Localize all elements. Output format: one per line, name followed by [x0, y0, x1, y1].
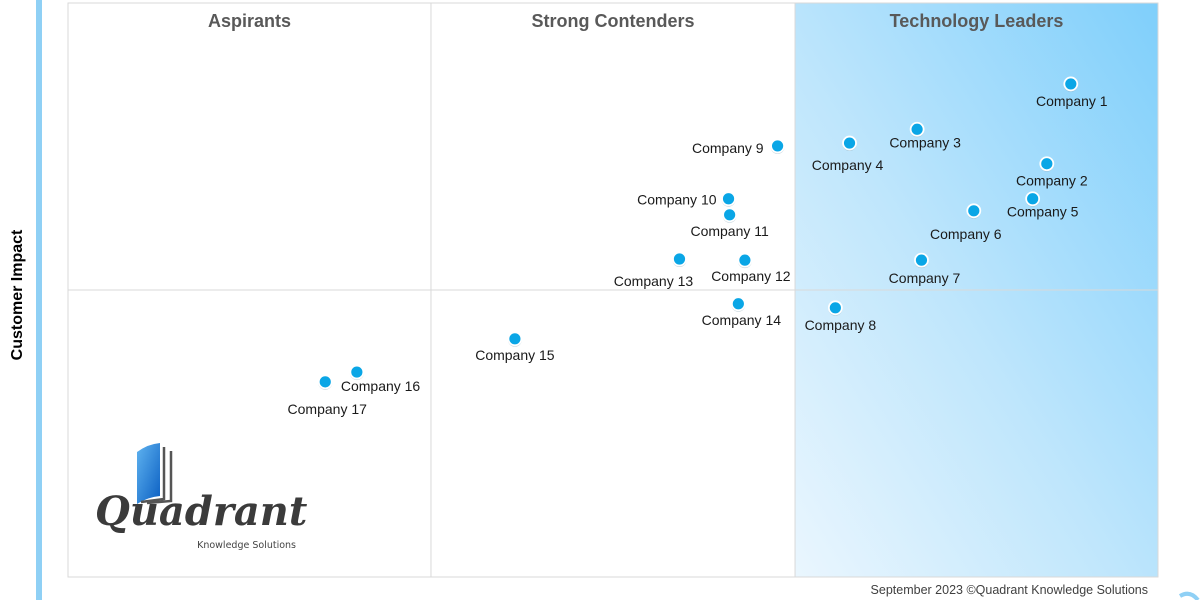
data-point-label: Company 10: [637, 192, 717, 208]
data-point: [914, 252, 929, 268]
footer-copyright: September 2023 ©Quadrant Knowledge Solut…: [871, 583, 1148, 597]
data-point: [672, 251, 687, 267]
data-point: [1039, 156, 1055, 172]
quadrant-logo: Quadrant Knowledge Solutions: [95, 443, 308, 551]
quadrant-title: Technology Leaders: [890, 11, 1064, 31]
book-logo-icon: [137, 443, 160, 504]
plot-area: Aspirants Strong Contenders Technology Lea…: [67, 2, 1159, 578]
quadrant-title: Strong Contenders: [531, 11, 694, 31]
data-point-label: Company 14: [702, 312, 782, 328]
data-point-label: Company 15: [475, 347, 555, 363]
data-point: [507, 331, 523, 347]
data-point: [349, 364, 365, 380]
data-point-label: Company 8: [805, 317, 877, 333]
decorative-arc: [1178, 591, 1200, 600]
data-point: [909, 121, 925, 137]
data-point-label: Company 3: [889, 134, 961, 150]
data-point: [730, 296, 746, 312]
logo-wordmark: Quadrant: [95, 488, 308, 535]
data-point-label: Company 7: [889, 270, 961, 286]
data-point-label: Company 13: [614, 273, 694, 289]
data-point: [317, 374, 333, 390]
left-accent-bar: [36, 0, 42, 600]
data-point: [722, 207, 738, 223]
data-point-label: Company 9: [692, 140, 764, 156]
data-point-label: Company 16: [341, 378, 421, 394]
data-point-label: Company 1: [1036, 93, 1108, 109]
data-point: [1025, 191, 1041, 207]
quadrant-title: Aspirants: [208, 11, 291, 31]
data-point: [842, 135, 857, 151]
data-point: [966, 203, 982, 219]
data-point-label: Company 5: [1007, 204, 1079, 220]
data-point-label: Company 2: [1016, 173, 1088, 189]
data-point: [737, 252, 753, 268]
data-point-label: Company 17: [288, 401, 368, 417]
data-point-label: Company 12: [711, 268, 791, 284]
data-point: [827, 300, 843, 316]
data-point: [721, 191, 736, 207]
data-point: [770, 138, 785, 154]
data-point-label: Company 11: [690, 223, 769, 239]
y-axis-label: Customer Impact: [9, 229, 26, 360]
data-point-label: Company 6: [930, 226, 1002, 242]
data-point-label: Company 4: [812, 157, 884, 173]
data-point: [1063, 76, 1079, 92]
logo-tagline: Knowledge Solutions: [197, 540, 296, 551]
